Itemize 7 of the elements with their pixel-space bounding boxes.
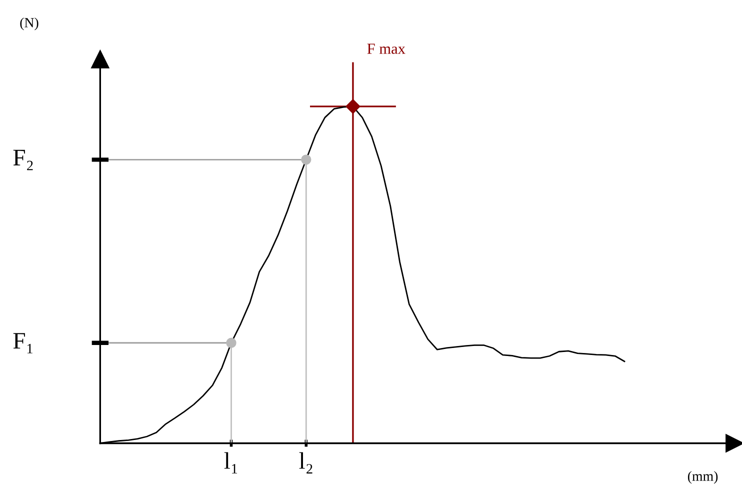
x-tick-label: l₁ bbox=[224, 452, 238, 474]
text: F max bbox=[367, 44, 406, 54]
x-axis-title: (mm) bbox=[688, 471, 718, 484]
text: (N) bbox=[20, 18, 38, 30]
x-tick-label: l₂ bbox=[299, 452, 312, 474]
ref-line-label: F₁ bbox=[13, 333, 32, 354]
ref-line-label: F₂ bbox=[13, 150, 33, 170]
